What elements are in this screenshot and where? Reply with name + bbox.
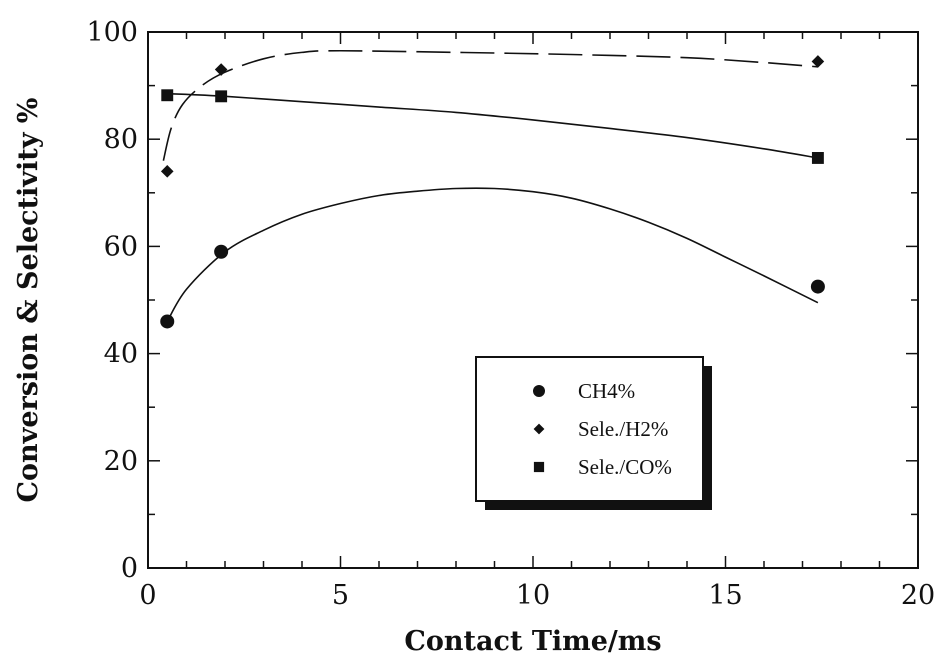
data-point-series-3	[215, 90, 228, 103]
x-tick-label: 5	[332, 580, 349, 611]
data-point-series-3	[811, 152, 824, 164]
y-axis-title: Conversion & Selectivity %	[13, 98, 44, 503]
x-tick-label: 20	[901, 580, 935, 611]
data-point-series-1	[160, 314, 175, 329]
data-point-series-1	[810, 279, 825, 294]
fit-lines	[162, 49, 819, 322]
legend-marker-1	[533, 385, 545, 397]
x-tick-label: 15	[708, 580, 742, 611]
fit-line-series-2	[162, 49, 818, 161]
tick-labels: 0 5 10 15 20 0 20 40 60 80 100	[86, 17, 935, 611]
y-tick-label: 0	[121, 553, 138, 584]
legend-box	[475, 356, 704, 502]
x-tick-label: 0	[139, 580, 156, 611]
data-markers	[160, 55, 825, 329]
x-axis-title: Contact Time/ms	[404, 626, 661, 657]
legend-label-2: Sele./H2%	[578, 417, 668, 441]
data-point-series-2	[214, 63, 228, 76]
legend: CH4% Sele./H2% Sele./CO%	[475, 356, 712, 510]
y-tick-label: 100	[86, 17, 138, 48]
y-tick-label: 20	[104, 446, 138, 477]
data-point-series-2	[811, 55, 825, 68]
fit-line-series-1	[166, 187, 819, 322]
data-point-series-2	[160, 165, 174, 178]
fit-line-series-3	[167, 92, 819, 159]
legend-label-1: CH4%	[578, 379, 635, 403]
legend-marker-3	[533, 461, 545, 473]
legend-label-3: Sele./CO%	[578, 455, 672, 479]
data-point-series-3	[161, 89, 174, 102]
x-tick-label: 10	[516, 580, 550, 611]
y-tick-label: 60	[104, 231, 138, 262]
y-tick-label: 80	[104, 124, 138, 155]
y-tick-label: 40	[104, 339, 138, 370]
data-point-series-1	[214, 244, 229, 259]
plot-frame	[147, 31, 919, 569]
legend-marker-2	[533, 423, 545, 435]
